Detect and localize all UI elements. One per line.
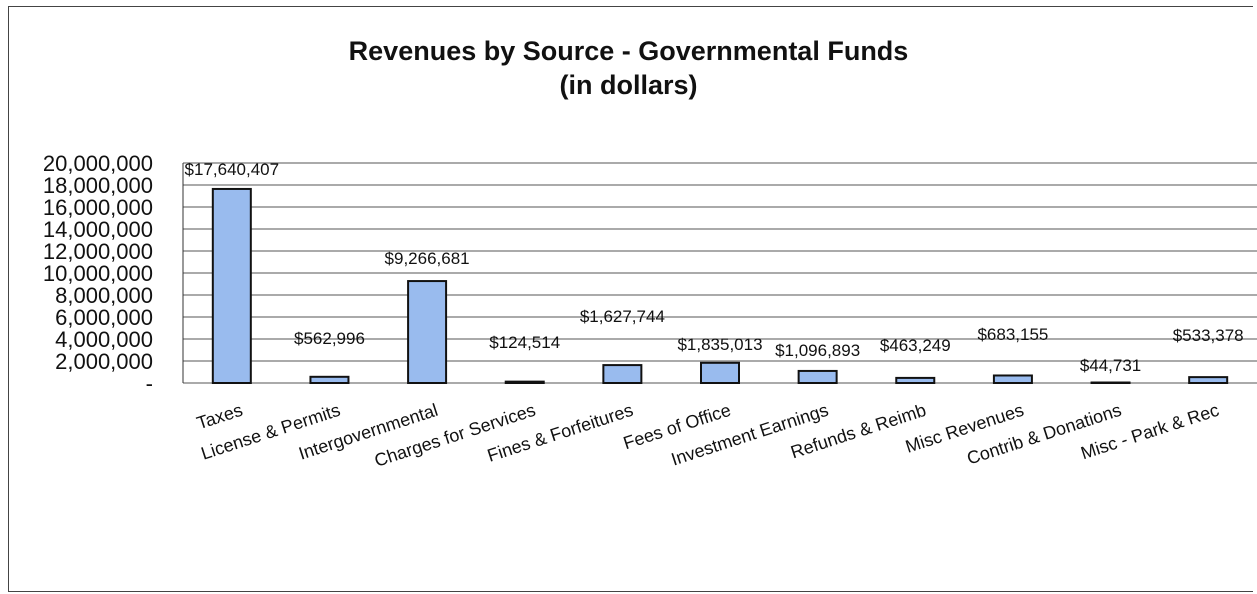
y-tick-label: 16,000,000 [43,195,153,220]
data-label: $683,155 [977,325,1048,344]
bar [309,375,350,384]
y-tick-label: 4,000,000 [55,327,153,352]
bar [407,280,448,384]
y-tick-label: 8,000,000 [55,283,153,308]
y-tick-label: 2,000,000 [55,349,153,374]
bar [211,187,252,384]
data-label: $562,996 [294,329,365,348]
data-label: $44,731 [1080,356,1141,375]
bar [895,376,936,385]
y-tick-label: 12,000,000 [43,239,153,264]
bar [602,364,643,385]
y-tick-label: 20,000,000 [43,151,153,176]
y-tick-label: 14,000,000 [43,217,153,242]
y-tick-label: 10,000,000 [43,261,153,286]
bar [992,374,1033,384]
x-tick-label: Charges for Services [372,400,538,471]
data-label: $17,640,407 [185,160,280,179]
data-label: $1,096,893 [775,341,860,360]
y-tick-label: - [146,371,153,396]
bar [797,369,838,384]
data-label: $9,266,681 [385,249,470,268]
x-tick-label: Taxes [194,400,245,434]
data-label: $1,627,744 [580,307,665,326]
data-label: $1,835,013 [677,335,762,354]
chart-title: Revenues by Source - Governmental Funds … [0,34,1257,102]
bar [700,361,740,384]
data-label: $533,378 [1173,326,1244,345]
bar [504,380,545,384]
data-label: $463,249 [880,336,951,355]
chart-title-main: Revenues by Source - Governmental Funds [348,36,909,66]
chart-subtitle: (in dollars) [559,70,698,100]
data-label: $124,514 [489,333,560,352]
y-tick-label: 18,000,000 [43,173,153,198]
bar [1188,376,1229,385]
y-tick-label: 6,000,000 [55,305,153,330]
